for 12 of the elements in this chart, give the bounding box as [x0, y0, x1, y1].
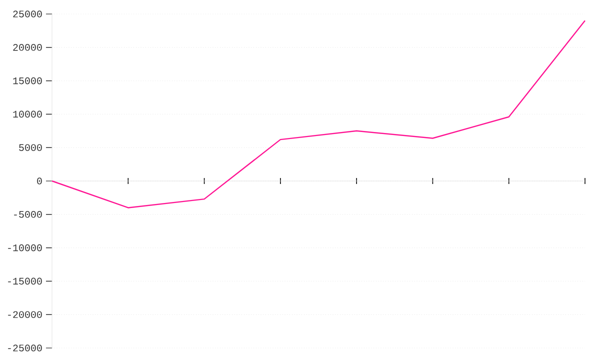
- y-tick-label: 5000: [19, 144, 42, 151]
- y-tick-label: 0: [37, 178, 42, 184]
- y-tick-label: 10000: [13, 110, 42, 118]
- y-tick-label: -10000: [8, 244, 42, 252]
- y-tick-label: -15000: [8, 278, 42, 285]
- y-tick-label: -5000: [14, 211, 42, 218]
- y-tick-label: 20000: [13, 44, 42, 51]
- y-tick-label: 15000: [13, 77, 42, 84]
- y-tick-label: -25000: [8, 344, 42, 352]
- line-series: [51, 20, 586, 208]
- y-tick-label: -20000: [8, 311, 42, 318]
- y-tick-label: 25000: [13, 10, 42, 18]
